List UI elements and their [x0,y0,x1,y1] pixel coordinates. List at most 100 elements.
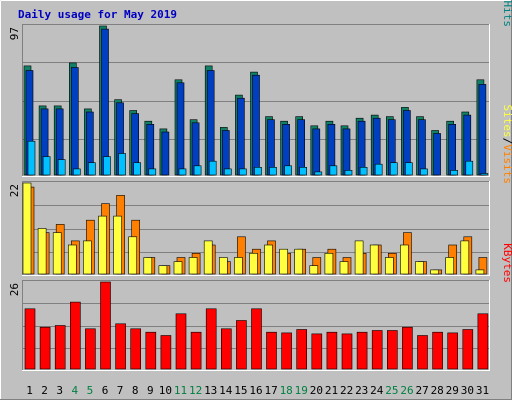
bar-pages-3 [57,159,66,176]
bar-pages-12 [193,165,202,176]
bar-sites-17 [264,244,273,275]
bar-sites-3 [52,232,62,275]
bar-kbytes-8 [130,328,141,370]
bar-kbytes-16 [251,308,262,370]
x-tick-label-3: 3 [56,384,63,397]
bar-pages-25 [389,162,398,176]
x-tick-label-11: 11 [174,384,187,397]
bar-kbytes-18 [281,332,292,370]
bar-pages-18 [284,165,292,176]
bar-sites-29 [445,257,455,275]
x-tick-label-29: 29 [446,384,459,397]
bar-sites-13 [203,240,213,275]
bar-pages-8 [133,162,141,176]
legend-separator: / [501,138,512,145]
x-tick-label-13: 13 [204,384,217,397]
bar-kbytes-2 [39,326,51,370]
series-files [25,28,487,176]
bar-files-17 [267,119,275,176]
bar-kbytes-5 [85,328,96,370]
x-tick-label-21: 21 [325,384,338,397]
bar-sites-9 [143,257,153,275]
bar-pages-7 [118,153,126,176]
series-pages [27,140,489,176]
legend-hits: Hits [501,1,512,28]
x-tick-label-20: 20 [310,384,323,397]
bar-pages-23 [359,167,368,176]
bar-sites-20 [309,265,319,275]
x-tick-label-17: 17 [264,384,277,397]
panel-visits-sites: 22 Sites/Visits [8,105,512,276]
bar-pages-11 [178,168,187,176]
bar-kbytes-24 [371,330,383,370]
bar-sites-30 [460,240,470,275]
bar-files-31 [478,84,487,176]
x-tick-label-9: 9 [147,384,154,397]
bar-files-14 [222,130,230,176]
bar-sites-22 [339,261,349,275]
max-label-visits-sites: 22 [8,184,21,197]
bar-pages-30 [465,160,474,176]
bar-pages-2 [42,156,51,176]
x-tick-label-22: 22 [340,384,353,397]
bar-kbytes-21 [326,331,338,370]
bar-files-9 [146,124,155,176]
bar-sites-24 [369,244,379,275]
bar-sites-14 [219,257,228,275]
bar-sites-26 [400,244,409,275]
x-tick-label-15: 15 [234,384,247,397]
bar-kbytes-30 [462,329,474,370]
x-tick-label-30: 30 [461,384,474,397]
x-tick-label-10: 10 [159,384,172,397]
legend-visits-sites: Sites/Visits [501,105,512,185]
x-tick-label-28: 28 [431,384,444,397]
bar-sites-25 [384,257,394,275]
bar-pages-13 [208,160,217,176]
bar-sites-15 [234,257,243,275]
bar-kbytes-10 [160,335,172,370]
bar-kbytes-29 [447,332,459,370]
bar-files-15 [237,97,245,176]
bar-pages-6 [103,156,111,176]
bar-sites-27 [415,261,424,275]
bar-pages-29 [450,170,459,176]
legend-visits: Visits [501,144,512,184]
bar-kbytes-28 [432,331,443,370]
x-tick-label-5: 5 [87,384,94,397]
bar-sites-11 [173,261,183,275]
bar-pages-5 [88,162,96,176]
bar-sites-16 [249,253,258,275]
panel-kbytes: 26 KBytes [8,243,512,371]
bar-files-23 [357,120,366,176]
bar-pages-27 [420,168,428,176]
x-tick-label-14: 14 [219,384,233,397]
bar-kbytes-19 [296,329,308,370]
bar-kbytes-12 [190,331,202,370]
series-kbytes [24,281,489,370]
legend-hits-files-pages: Pages/Files/Hits [501,0,512,27]
bar-pages-14 [224,168,232,176]
x-tick-label-4: 4 [71,384,78,397]
bar-sites-18 [279,248,288,275]
bar-sites-6 [98,215,107,275]
bar-kbytes-22 [341,333,353,370]
bar-kbytes-7 [115,323,126,370]
bar-files-10 [161,131,170,176]
bar-sites-8 [128,236,137,275]
bar-sites-4 [68,244,77,275]
bar-pages-26 [405,162,413,176]
bar-kbytes-15 [236,320,247,370]
max-label-kbytes: 26 [8,283,21,296]
bar-files-20 [312,128,321,176]
series-sites [22,182,485,275]
x-tick-label-25: 25 [385,384,398,397]
bar-sites-23 [354,240,364,275]
bar-pages-20 [314,171,323,176]
bar-sites-12 [188,257,198,275]
x-axis: 1 2 3 4 5 6 7 8 9 10 11 12 13 14 15 16 17 18 19 20 21 22 23 24 2… [26,384,489,397]
x-tick-label-12: 12 [189,384,202,397]
bar-sites-19 [294,248,304,275]
bar-pages-9 [148,168,157,176]
x-tick-label-23: 23 [355,384,368,397]
